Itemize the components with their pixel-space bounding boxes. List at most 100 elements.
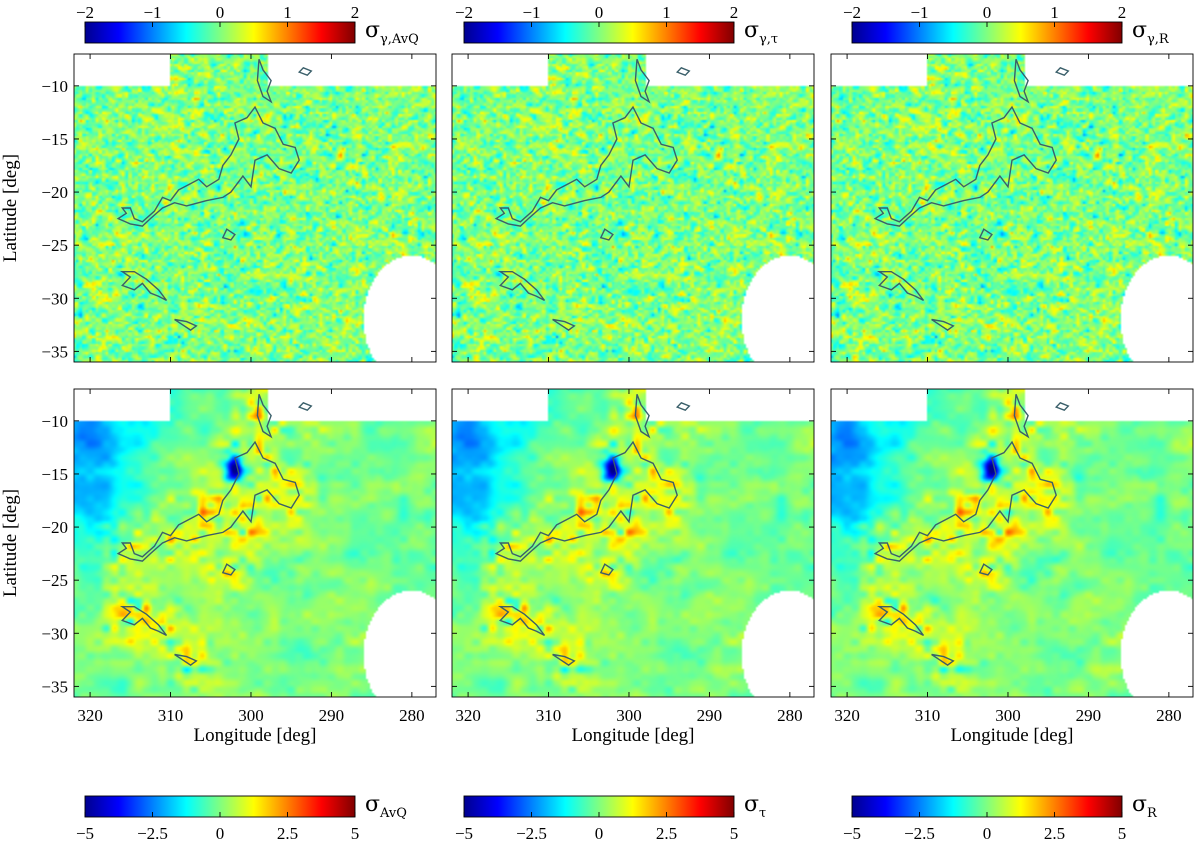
bottom-colorbar-1: −5 −2.5 0 2.5 5σ AvQ (76, 792, 407, 843)
top-colorbar-2: −2 −1 0 1 2σ γ,τ (455, 3, 778, 47)
y-tick-label: −25 (41, 236, 68, 255)
heatmap-image (74, 389, 436, 697)
colorbar-tick-label: 2.5 (1044, 824, 1065, 843)
colorbar-label: σ (1132, 792, 1147, 817)
contour-small-southern-clump (931, 318, 955, 331)
contour-northern-filament (634, 59, 651, 104)
colorbar-tick-label: −1 (910, 3, 928, 22)
y-tick-label: −10 (41, 412, 68, 431)
colorbar-tick-label: 5 (351, 824, 360, 843)
colorbar-tick-label: 0 (216, 3, 225, 22)
contour-main-complex (873, 105, 1057, 227)
x-tick-label: 310 (158, 706, 184, 725)
contour-southern-cloud (119, 271, 168, 302)
y-tick-label: −10 (41, 77, 68, 96)
x-tick-label: 320 (455, 706, 481, 725)
panel-frame (451, 53, 815, 363)
contour-small-clump-a (599, 563, 614, 576)
colorbar-tick-label: 0 (983, 824, 992, 843)
colorbar-label-subscript: γ,τ (759, 32, 778, 47)
contour-small-southern-clump (174, 318, 198, 331)
x-tick-label: 280 (399, 706, 425, 725)
heatmap-image (831, 389, 1193, 697)
contour-small-clump-b (675, 66, 691, 77)
panel-frame (830, 53, 1194, 363)
x-axis-label: Longitude [deg] (194, 725, 317, 746)
heatmap-image (831, 54, 1193, 362)
x-tick-label: 300 (616, 706, 642, 725)
colorbar-tick-label: 0 (983, 3, 992, 22)
colorbar-label-subscript: R (1147, 806, 1158, 821)
heatmap-image (452, 389, 814, 697)
contour-small-clump-a (978, 563, 993, 576)
colorbar-label: σ (365, 18, 380, 43)
heatmap-image (452, 54, 814, 362)
colorbar-tick-label: 2.5 (656, 824, 677, 843)
contour-southern-cloud (876, 271, 925, 302)
colorbar-label: σ (365, 792, 380, 817)
colorbar-label-subscript: γ,AvQ (380, 32, 419, 47)
panel-map-1: −10 −15 −20 −25 −30 −35 320 310 300 290 280 Longitu… (0, 388, 437, 746)
colorbar-tick-label: 1 (283, 3, 292, 22)
x-axis-label: Longitude [deg] (572, 725, 695, 746)
contour-small-southern-clump (552, 653, 576, 666)
contour-small-southern-clump (552, 318, 576, 331)
contour-northern-filament (256, 394, 273, 439)
y-tick-label: −25 (41, 571, 68, 590)
colorbar-tick-label: 5 (730, 824, 739, 843)
colorbar-tick-label: 1 (662, 3, 671, 22)
colorbar-tick-label: 5 (1118, 824, 1127, 843)
colorbar-tick-label: −2.5 (137, 824, 168, 843)
y-tick-label: −30 (41, 624, 68, 643)
panel-frame (830, 388, 1194, 698)
contour-northern-filament (256, 59, 273, 104)
x-tick-label: 280 (777, 706, 803, 725)
colorbar-label-subscript: τ (759, 806, 766, 821)
heatmap-image (74, 54, 436, 362)
panel-map-2: 320 310 300 290 280 Longitude [deg] (451, 388, 815, 746)
contour-small-clump-a (599, 228, 614, 241)
colorbar-tick-label: 0 (216, 824, 225, 843)
contour-small-clump-a (221, 563, 236, 576)
contour-main-complex (494, 440, 678, 562)
x-axis-label: Longitude [deg] (951, 725, 1074, 746)
x-tick-label: 310 (536, 706, 562, 725)
contour-main-complex (494, 105, 678, 227)
colorbar-tick-label: −2 (76, 3, 94, 22)
x-tick-label: 290 (319, 706, 345, 725)
colorbar-tick-label: −1 (143, 3, 161, 22)
contour-small-clump-a (221, 228, 236, 241)
contour-northern-filament (1013, 394, 1030, 439)
x-tick-label: 300 (238, 706, 264, 725)
x-tick-label: 290 (697, 706, 723, 725)
colorbar-tick-label: 0 (595, 824, 604, 843)
colorbar-tick-label: −2 (843, 3, 861, 22)
x-tick-label: 320 (77, 706, 103, 725)
colorbar-tick-label: 2 (730, 3, 739, 22)
y-tick-label: −15 (41, 130, 68, 149)
contour-small-southern-clump (931, 653, 955, 666)
y-tick-label: −30 (41, 289, 68, 308)
panel-gradient-1: −10 −15 −20 −25 −30 −35 Latitude [deg] (0, 53, 437, 363)
colorbar-label: σ (744, 18, 759, 43)
y-axis-label: Latitude [deg] (0, 489, 21, 597)
colorbar-label-subscript: AvQ (379, 806, 407, 821)
panel-gradient-2 (451, 53, 815, 363)
contour-main-complex (873, 440, 1057, 562)
panel-frame (73, 53, 437, 363)
colorbar-label: σ (744, 792, 759, 817)
colorbar-tick-label: −5 (843, 824, 861, 843)
contour-main-complex (116, 105, 300, 227)
panel-map-3: 320 310 300 290 280 Longitude [deg] (830, 388, 1194, 746)
x-tick-label: 310 (915, 706, 941, 725)
y-tick-label: −20 (41, 518, 68, 537)
panel-frame (73, 388, 437, 698)
top-colorbar-3: −2 −1 0 1 2σ γ,R (843, 3, 1170, 47)
x-tick-label: 280 (1156, 706, 1182, 725)
contour-northern-filament (1013, 59, 1030, 104)
contour-small-clump-b (1054, 66, 1070, 77)
colorbar-tick-label: 0 (595, 3, 604, 22)
contour-southern-cloud (497, 606, 546, 637)
